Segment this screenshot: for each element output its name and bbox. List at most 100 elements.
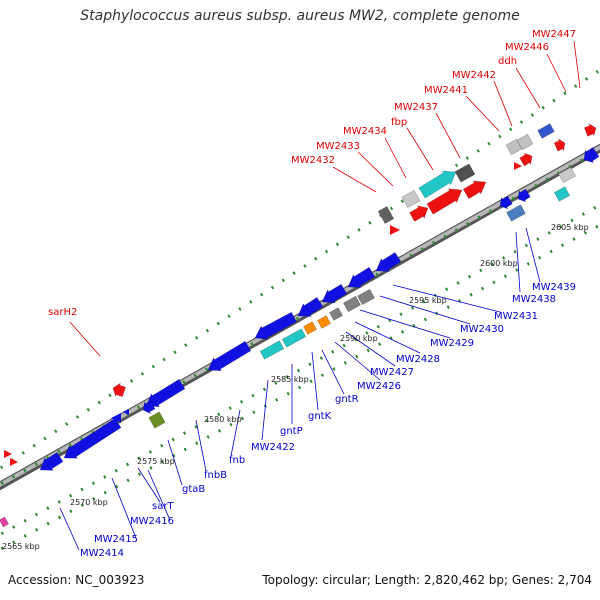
gene-box-gray-2 xyxy=(343,295,361,313)
label-mw2433-leader xyxy=(357,151,394,187)
gene-arrow-gntp xyxy=(321,283,348,304)
label-mw2428-leader xyxy=(354,321,421,354)
label-fnbb: fnbB xyxy=(204,470,227,481)
scale-tick-label: 2575 kbp xyxy=(137,457,175,466)
label-mw2434-leader xyxy=(384,137,407,179)
label-mw2427: MW2427 xyxy=(370,367,414,378)
label-mw2431-leader xyxy=(392,284,501,313)
label-sart: sarT xyxy=(152,501,174,512)
label-mw2447: MW2447 xyxy=(532,29,576,40)
label-mw2415-leader xyxy=(111,477,137,539)
label-mw2434: MW2434 xyxy=(343,126,387,137)
label-mw2438: MW2438 xyxy=(512,294,556,305)
label-sarh2-leader xyxy=(69,321,101,357)
label-mw2432: MW2432 xyxy=(291,155,335,166)
genome-title: Staphylococcus aureus subsp. aureus MW2,… xyxy=(80,8,520,24)
label-mw2447-leader xyxy=(573,40,581,89)
gene-arrow-mw2414 xyxy=(39,451,64,471)
label-gntk: gntK xyxy=(308,411,332,422)
label-mw2426: MW2426 xyxy=(357,381,401,392)
label-mw2446-leader xyxy=(546,53,567,93)
label-sarh2: sarH2 xyxy=(48,307,77,318)
label-gntk-leader xyxy=(311,351,319,411)
gene-box-mw2433 xyxy=(401,189,421,209)
label-gntp: gntP xyxy=(280,426,303,437)
label-mw2433: MW2433 xyxy=(316,141,360,152)
gene-box-gray-1 xyxy=(329,307,343,321)
label-mw2432-leader xyxy=(332,166,377,193)
label-fnbb-leader xyxy=(195,419,207,472)
label-fnb-leader xyxy=(230,409,241,457)
gene-arrow-sarh2 xyxy=(112,382,127,398)
label-sart-leader xyxy=(137,467,161,503)
gene-arrow-mw2437 xyxy=(418,170,457,199)
label-mw2415: MW2415 xyxy=(94,534,138,545)
gene-box-cyan-1 xyxy=(259,340,285,360)
label-fbp-leader xyxy=(406,127,434,171)
gene-box-mw2446 xyxy=(537,123,555,139)
label-mw2414-leader xyxy=(59,507,80,551)
label-mw2429: MW2429 xyxy=(430,338,474,349)
gene-small-mw2432 xyxy=(390,225,400,235)
gene-box-cyan-3 xyxy=(553,186,571,202)
label-gntr: gntR xyxy=(335,394,359,405)
label-mw2422-leader xyxy=(261,379,269,441)
label-mw2438-leader xyxy=(515,231,521,293)
gene-arrow-mw2447 xyxy=(583,123,597,137)
gene-small-left-2 xyxy=(10,458,18,466)
label-mw2416-leader xyxy=(147,469,171,521)
label-mw2439: MW2439 xyxy=(532,282,576,293)
label-mw2439-leader xyxy=(525,227,541,283)
label-mw2428: MW2428 xyxy=(396,354,440,365)
scale-tick-label: 2605 kbp xyxy=(551,223,589,232)
label-ddh-leader xyxy=(515,67,541,109)
gene-box-orange-1 xyxy=(303,321,317,335)
scale-tick-label: 2595 kbp xyxy=(409,296,447,305)
gene-small-ddh xyxy=(514,162,522,170)
label-mw2437: MW2437 xyxy=(394,102,438,113)
label-mw2416: MW2416 xyxy=(130,516,174,527)
label-mw2429-leader xyxy=(359,309,451,339)
gene-arrow-mw2438b xyxy=(499,195,513,210)
gene-small-left-1 xyxy=(4,450,12,458)
gene-arrow-mw2447b xyxy=(583,146,600,164)
label-mw2431: MW2431 xyxy=(494,311,538,322)
scale-tick-label: 2570 kbp xyxy=(70,498,108,507)
gene-box-gray-right xyxy=(558,166,576,184)
gene-box-olive xyxy=(148,411,166,429)
gene-arrow-fbp xyxy=(426,188,463,215)
label-mw2442-leader xyxy=(493,80,513,127)
label-gntr-leader xyxy=(321,349,345,395)
label-mw2442: MW2442 xyxy=(452,70,496,81)
label-mw2441: MW2441 xyxy=(424,85,468,96)
gene-box-mw2441 xyxy=(505,138,523,156)
gene-box-cyan-2 xyxy=(281,328,307,348)
gene-arrow-mw2416 xyxy=(63,417,122,459)
label-mw2430-leader xyxy=(379,295,471,325)
gene-arrow-mw2422 xyxy=(297,296,324,317)
gene-box-orange-2 xyxy=(317,315,331,329)
label-mw2446: MW2446 xyxy=(505,42,549,53)
label-mw2427-leader xyxy=(345,331,396,367)
accession-text: Accession: NC_003923 xyxy=(8,573,145,587)
label-mw2437-leader xyxy=(435,112,461,159)
gene-arrow-mw2426 xyxy=(375,251,402,272)
outer-guide-top xyxy=(0,68,600,471)
gene-box-steelblue xyxy=(506,204,526,222)
scale-tick-label: 2590 kbp xyxy=(340,334,378,343)
label-mw2441-leader xyxy=(465,95,500,132)
gene-arrow-mw2434 xyxy=(409,205,429,222)
gene-tick-mw2415 xyxy=(123,409,129,415)
gene-box-gray-3 xyxy=(357,288,375,306)
label-mw2426-leader xyxy=(334,341,381,381)
label-mw2422: MW2422 xyxy=(251,442,295,453)
gene-box-mw2437 xyxy=(454,163,476,183)
label-gtab-leader xyxy=(167,439,183,486)
gene-arrow-mw2438 xyxy=(517,188,531,203)
summary-text: Topology: circular; Length: 2,820,462 bp… xyxy=(262,573,592,587)
label-fnb: fnb xyxy=(229,455,245,466)
scale-tick-label: 2585 kbp xyxy=(271,375,309,384)
inner-guide-bottom xyxy=(0,203,600,537)
label-fbp: fbp xyxy=(391,117,407,128)
